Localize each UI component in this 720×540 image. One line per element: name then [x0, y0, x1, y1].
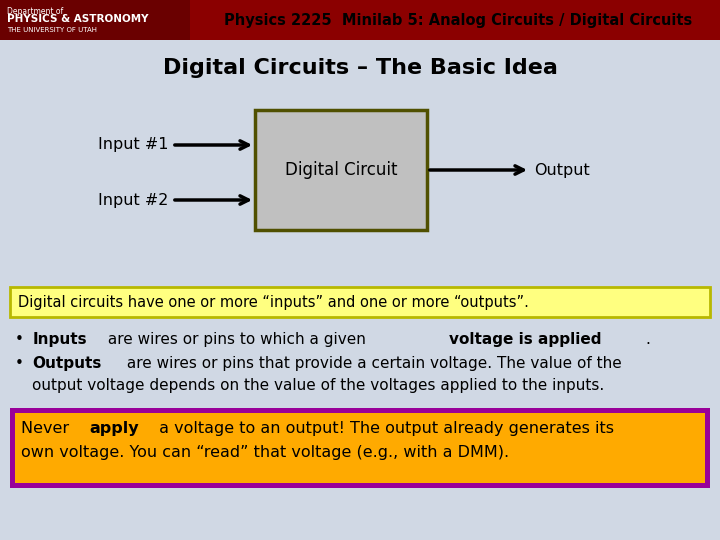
Text: PHYSICS & ASTRONOMY: PHYSICS & ASTRONOMY: [7, 14, 148, 24]
Text: a voltage to an output! The output already generates its: a voltage to an output! The output alrea…: [154, 421, 613, 436]
Text: Inputs: Inputs: [32, 332, 87, 347]
Bar: [10, 408, 710, 488]
Text: Digital Circuits – The Basic Idea: Digital Circuits – The Basic Idea: [163, 58, 557, 78]
Bar: [0, 0, 720, 40]
Text: are wires or pins to which a given: are wires or pins to which a given: [103, 332, 371, 347]
Text: Physics 2225  Minilab 5: Analog Circuits / Digital Circuits: Physics 2225 Minilab 5: Analog Circuits …: [224, 12, 692, 28]
Text: Input #2: Input #2: [98, 192, 168, 207]
Bar: [255, 110, 427, 230]
Text: output voltage depends on the value of the voltages applied to the inputs.: output voltage depends on the value of t…: [32, 378, 604, 393]
Text: Digital circuits have one or more “inputs” and one or more “outputs”.: Digital circuits have one or more “input…: [18, 294, 529, 309]
Text: voltage is applied: voltage is applied: [449, 332, 601, 347]
Text: Outputs: Outputs: [32, 356, 102, 371]
Text: .: .: [646, 332, 650, 347]
Text: Department of: Department of: [7, 7, 63, 16]
Text: apply: apply: [90, 421, 140, 436]
Text: own voltage. You can “read” that voltage (e.g., with a DMM).: own voltage. You can “read” that voltage…: [21, 445, 509, 460]
Text: Input #1: Input #1: [97, 138, 168, 152]
Text: are wires or pins that provide a certain voltage. The value of the: are wires or pins that provide a certain…: [122, 356, 622, 371]
Text: Output: Output: [534, 163, 590, 178]
Bar: [10, 287, 710, 317]
Text: THE UNIVERSITY OF UTAH: THE UNIVERSITY OF UTAH: [7, 27, 97, 33]
Bar: [15, 413, 705, 483]
Text: •: •: [15, 356, 29, 371]
Text: Never: Never: [21, 421, 74, 436]
Text: Digital Circuit: Digital Circuit: [284, 161, 397, 179]
Bar: [0, 0, 190, 40]
Text: •: •: [15, 332, 29, 347]
